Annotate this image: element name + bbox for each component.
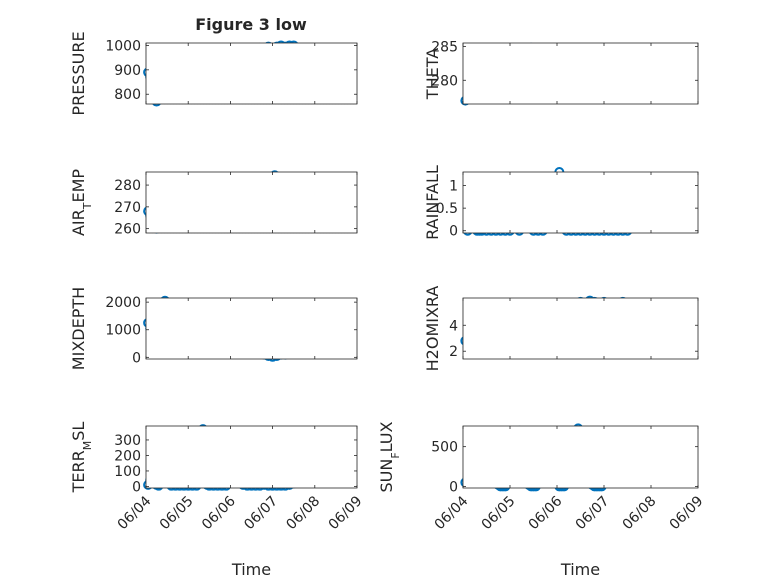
axes-frame bbox=[145, 171, 358, 234]
y-tick-label: 200 bbox=[114, 448, 141, 464]
x-axis-label: Time bbox=[560, 560, 600, 579]
y-tick-label: 300 bbox=[114, 433, 141, 449]
y-axis-label: THETA bbox=[423, 48, 442, 100]
y-axis-label: H2OMIXRA bbox=[423, 286, 442, 372]
y-axis-label: SUNFLUX bbox=[377, 421, 402, 492]
x-axis-label: Time bbox=[231, 560, 271, 579]
subplot-6: 2 4 H2OMIXRA bbox=[423, 286, 699, 372]
subplot-5: 0 1000 2000 MIXDEPTH bbox=[69, 287, 358, 370]
y-axis-label: RAINFALL bbox=[423, 165, 442, 240]
y-tick-label: 0 bbox=[449, 224, 458, 240]
y-tick-label: 0.5 bbox=[436, 201, 458, 217]
y-tick-label: 280 bbox=[114, 178, 141, 194]
y-tick-label: 270 bbox=[114, 200, 141, 216]
y-tick-label: 285 bbox=[431, 39, 458, 55]
y-tick-label: 1000 bbox=[105, 323, 141, 339]
axes-frame bbox=[462, 297, 699, 360]
axes-frame bbox=[462, 425, 699, 489]
y-tick-label: 4 bbox=[449, 318, 458, 334]
subplot-4: 0 0.5 1 RAINFALL bbox=[423, 165, 699, 240]
y-axis-label: TERRMSL bbox=[69, 422, 94, 494]
y-tick-label: 2000 bbox=[105, 295, 141, 311]
axes-frame bbox=[145, 425, 358, 489]
y-axis-label: MIXDEPTH bbox=[69, 287, 88, 370]
y-tick-label: 800 bbox=[114, 87, 141, 103]
figure-title: Figure 3 low bbox=[195, 15, 307, 34]
axes-frame bbox=[145, 42, 358, 105]
y-tick-label: 260 bbox=[114, 222, 141, 238]
y-tick-label: 100 bbox=[114, 464, 141, 480]
y-tick-label: 500 bbox=[431, 440, 458, 456]
subplot-1: 800 900 1000 PRESSURE bbox=[69, 31, 358, 116]
axes-frame bbox=[462, 171, 699, 234]
y-axis-label: PRESSURE bbox=[69, 31, 88, 115]
y-tick-label: 1000 bbox=[105, 38, 141, 54]
subplot-3: 260 270 280 AIRTEMP bbox=[69, 169, 358, 238]
y-tick-label: 2 bbox=[449, 344, 458, 360]
y-tick-label: 900 bbox=[114, 63, 141, 79]
y-tick-label: 280 bbox=[431, 73, 458, 89]
y-tick-label: 1 bbox=[449, 179, 458, 195]
axes-frame bbox=[145, 297, 358, 360]
y-axis-label: AIRTEMP bbox=[69, 169, 94, 236]
axes-frame bbox=[462, 42, 699, 105]
y-tick-label: 0 bbox=[132, 350, 141, 366]
y-tick-label: 0 bbox=[132, 479, 141, 495]
y-tick-label: 0 bbox=[449, 479, 458, 495]
